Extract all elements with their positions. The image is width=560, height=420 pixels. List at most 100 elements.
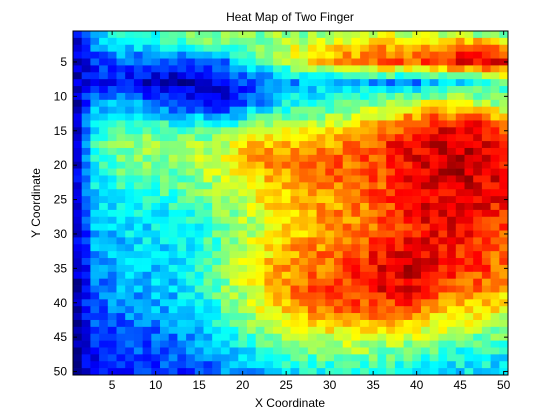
heatmap-cell — [186, 258, 196, 266]
heatmap-cell — [238, 278, 248, 286]
heatmap-cell — [168, 120, 178, 128]
heatmap-cell — [203, 92, 213, 101]
heatmap-cell — [455, 271, 465, 280]
heatmap-cell — [307, 31, 317, 39]
heatmap-cell — [160, 189, 170, 197]
heatmap-cell — [447, 182, 457, 190]
heatmap-cell — [307, 99, 317, 108]
heatmap-cell — [255, 113, 265, 121]
heatmap-cell — [194, 326, 204, 335]
heatmap-cell — [421, 86, 431, 94]
heatmap-cell — [160, 299, 170, 307]
heatmap-cell — [186, 237, 196, 245]
heatmap-cell — [368, 189, 378, 197]
heatmap-cell — [377, 141, 387, 149]
heatmap-cell — [186, 106, 196, 114]
heatmap-cell — [342, 299, 352, 307]
heatmap-cell — [73, 175, 83, 183]
heatmap-cell — [481, 299, 491, 307]
heatmap-cell — [499, 134, 509, 142]
heatmap-cell — [125, 299, 135, 307]
heatmap-cell — [177, 361, 187, 369]
heatmap-cell — [394, 65, 404, 73]
heatmap-cell — [247, 106, 257, 114]
heatmap-cell — [299, 168, 309, 176]
heatmap-cell — [377, 99, 387, 108]
heatmap-cell — [316, 99, 326, 108]
heatmap-cell — [133, 189, 143, 197]
heatmap-cell — [455, 319, 465, 328]
heatmap-cell — [307, 237, 317, 245]
heatmap-cell — [125, 354, 135, 362]
heatmap-cell — [316, 58, 326, 66]
heatmap-cell — [142, 209, 152, 218]
heatmap-cell — [481, 51, 491, 59]
heatmap-cell — [99, 44, 109, 52]
heatmap-cell — [447, 319, 457, 328]
heatmap-cell — [351, 354, 361, 362]
heatmap-cell — [90, 251, 100, 259]
heatmap-cell — [334, 44, 344, 52]
heatmap-cell — [186, 51, 196, 59]
heatmap-cell — [473, 313, 483, 321]
heatmap-cell — [481, 347, 491, 355]
heatmap-cell — [194, 285, 204, 293]
heatmap-cell — [168, 209, 178, 218]
heatmap-cell — [255, 313, 265, 321]
heatmap-cell — [73, 134, 83, 142]
heatmap-cell — [334, 251, 344, 259]
heatmap-cell — [412, 271, 422, 280]
heatmap-cell — [186, 161, 196, 169]
heatmap-cell — [238, 106, 248, 114]
heatmap-cell — [307, 271, 317, 280]
heatmap-cell — [394, 285, 404, 293]
heatmap-cell — [177, 65, 187, 73]
heatmap-cell — [299, 127, 309, 135]
heatmap-cell — [281, 37, 291, 46]
heatmap-cell — [194, 51, 204, 59]
heatmap-cell — [342, 223, 352, 231]
heatmap-cell — [447, 175, 457, 183]
heatmap-cell — [377, 154, 387, 163]
heatmap-cell — [438, 134, 448, 142]
heatmap-cell — [386, 292, 396, 300]
heatmap-cell — [151, 333, 161, 341]
heatmap-cell — [177, 319, 187, 328]
heatmap-cell — [455, 237, 465, 245]
heatmap-cell — [368, 319, 378, 328]
heatmap-cell — [99, 154, 109, 163]
heatmap-cell — [203, 333, 213, 341]
heatmap-cell — [342, 258, 352, 266]
heatmap-cell — [386, 154, 396, 163]
heatmap-cell — [73, 313, 83, 321]
heatmap-cell — [455, 347, 465, 355]
heatmap-cell — [186, 264, 196, 273]
heatmap-cell — [334, 154, 344, 163]
heatmap-cell — [168, 244, 178, 252]
heatmap-cell — [212, 258, 222, 266]
heatmap-cell — [247, 58, 257, 66]
heatmap-cell — [238, 86, 248, 94]
heatmap-cell — [412, 161, 422, 169]
heatmap-cell — [334, 285, 344, 293]
heatmap-cell — [107, 58, 117, 66]
heatmap-cell — [290, 278, 300, 286]
heatmap-cell — [342, 113, 352, 121]
heatmap-cell — [194, 306, 204, 314]
heatmap-cell — [481, 99, 491, 108]
heatmap-cell — [229, 44, 239, 52]
heatmap-cell — [238, 141, 248, 149]
heatmap-cell — [464, 44, 474, 52]
heatmap-cell — [307, 106, 317, 114]
heatmap-cell — [203, 271, 213, 280]
heatmap-cell — [177, 44, 187, 52]
heatmap-cell — [168, 182, 178, 190]
heatmap-cell — [316, 106, 326, 114]
heatmap-cell — [386, 209, 396, 218]
heatmap-cell — [412, 230, 422, 238]
heatmap-cell — [142, 264, 152, 273]
heatmap-cell — [107, 182, 117, 190]
heatmap-cell — [229, 209, 239, 218]
heatmap-cell — [290, 285, 300, 293]
heatmap-cell — [186, 182, 196, 190]
